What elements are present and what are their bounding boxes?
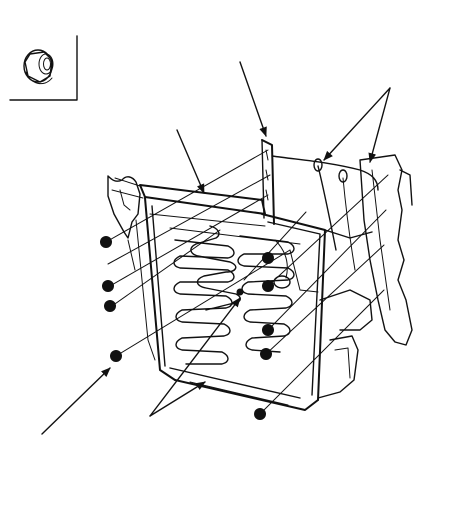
arrow-spring-upper [149,297,241,417]
callout-dot [110,350,122,362]
callout-dot [100,236,112,248]
flange-nut-icon [23,49,54,85]
arrow-spring-lower [149,381,206,417]
callout-dots [100,236,274,420]
fastener-legend-box [9,35,78,101]
callout-dot [236,288,244,296]
pointer-arrows [41,61,391,435]
side-panel-assembly [271,154,413,399]
callout-dot [102,280,114,292]
callout-dot [254,408,266,420]
arrow-top-post [239,61,267,137]
arrow-clip-left [323,87,391,161]
seat-back-frame [107,139,326,411]
arrow-clip-right [368,87,391,163]
callout-dot [104,300,116,312]
callout-dot [262,252,274,264]
callout-dot [262,324,274,336]
leader-lines [105,149,389,415]
arrow-lower-left [41,367,111,435]
arrow-top-rail [176,129,205,194]
callout-dot [260,348,272,360]
callout-dot [262,280,274,292]
